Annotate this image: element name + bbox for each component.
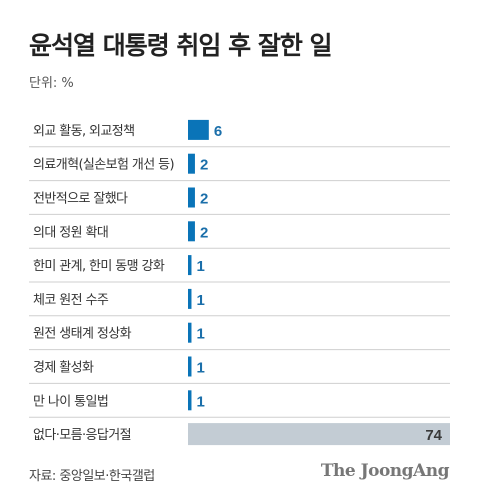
value-label: 1: [196, 360, 204, 377]
category-label: 만 나이 통일법: [33, 394, 108, 409]
bar: [188, 322, 192, 343]
bar: [188, 356, 192, 377]
bar: [188, 255, 192, 276]
value-label: 1: [196, 258, 204, 275]
value-label: 74: [425, 427, 442, 444]
source-note: 자료: 중앙일보·한국갤럽: [29, 469, 155, 484]
category-label: 의료개혁(실손보험 개선 등): [33, 158, 174, 173]
value-label: 2: [200, 191, 208, 208]
category-label: 외교 활동, 외교정책: [33, 124, 134, 139]
brand-logo: The JoongAng: [320, 461, 450, 481]
value-label: 1: [196, 292, 204, 309]
bar: [188, 390, 192, 411]
value-label: 1: [196, 326, 204, 343]
bar: [188, 423, 450, 446]
value-label: 1: [196, 393, 204, 410]
unit-label: 단위: %: [29, 76, 74, 91]
chart-title: 윤석열 대통령 취임 후 잘한 일: [29, 31, 333, 60]
value-label: 2: [200, 224, 208, 241]
bar: [188, 187, 195, 208]
category-label: 체코 원전 수주: [33, 293, 109, 308]
category-label: 의대 정원 확대: [33, 225, 108, 240]
bar: [188, 153, 195, 174]
bar: [188, 221, 195, 242]
category-label: 경제 활성화: [33, 361, 94, 376]
category-label: 전반적으로 잘했다: [33, 191, 128, 207]
category-label: 한미 관계, 한미 동맹 강화: [33, 259, 165, 274]
bar: [188, 119, 209, 140]
value-label: 2: [200, 157, 208, 174]
category-label: 없다·모름·응답거절: [33, 428, 131, 443]
category-label: 원전 생태계 정상화: [33, 327, 132, 342]
value-label: 6: [214, 123, 222, 140]
bar: [188, 288, 192, 309]
